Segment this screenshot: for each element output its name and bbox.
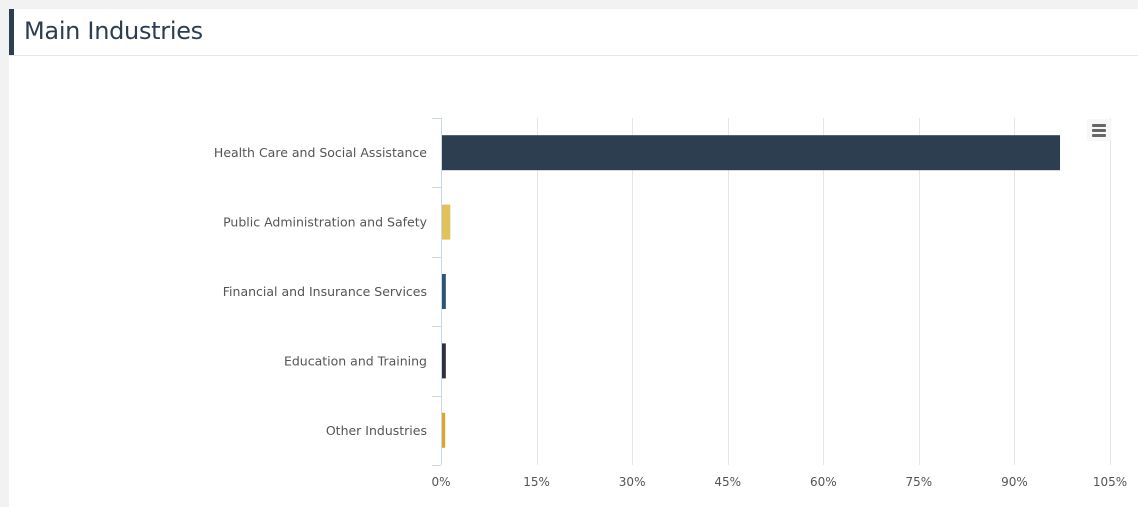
industries-panel: Main Industries	[9, 9, 1138, 507]
value-axis-ticks: 0% 15% 30% 45% 60% 75% 90% 105%	[431, 475, 1127, 489]
value-tick-label: 90%	[1001, 475, 1028, 489]
grid-lines	[441, 118, 1111, 465]
bars	[442, 135, 1061, 448]
value-tick-label: 60%	[810, 475, 837, 489]
category-label: Education and Training	[284, 353, 427, 368]
header-accent-bar	[9, 9, 14, 55]
menu-line	[1092, 124, 1106, 127]
bar[interactable]	[442, 412, 446, 448]
value-tick-label: 15%	[523, 475, 550, 489]
menu-line	[1092, 134, 1106, 137]
bar[interactable]	[442, 343, 446, 379]
bar[interactable]	[442, 204, 451, 240]
value-tick-label: 75%	[906, 475, 933, 489]
page-title: Main Industries	[24, 17, 203, 45]
category-label: Financial and Insurance Services	[223, 284, 427, 299]
category-labels: Health Care and Social Assistance Public …	[214, 145, 428, 438]
hamburger-menu-icon[interactable]	[1087, 119, 1111, 141]
value-tick-label: 0%	[431, 475, 450, 489]
category-label: Health Care and Social Assistance	[214, 145, 427, 160]
panel-header: Main Industries	[9, 9, 1138, 56]
bar[interactable]	[442, 274, 446, 309]
value-tick-label: 105%	[1093, 475, 1127, 489]
menu-line	[1092, 129, 1106, 132]
value-tick-label: 30%	[619, 475, 646, 489]
category-label: Public Administration and Safety	[223, 215, 427, 230]
bar[interactable]	[442, 135, 1061, 171]
category-label: Other Industries	[326, 423, 427, 438]
value-tick-label: 45%	[714, 475, 741, 489]
category-axis	[432, 118, 442, 466]
